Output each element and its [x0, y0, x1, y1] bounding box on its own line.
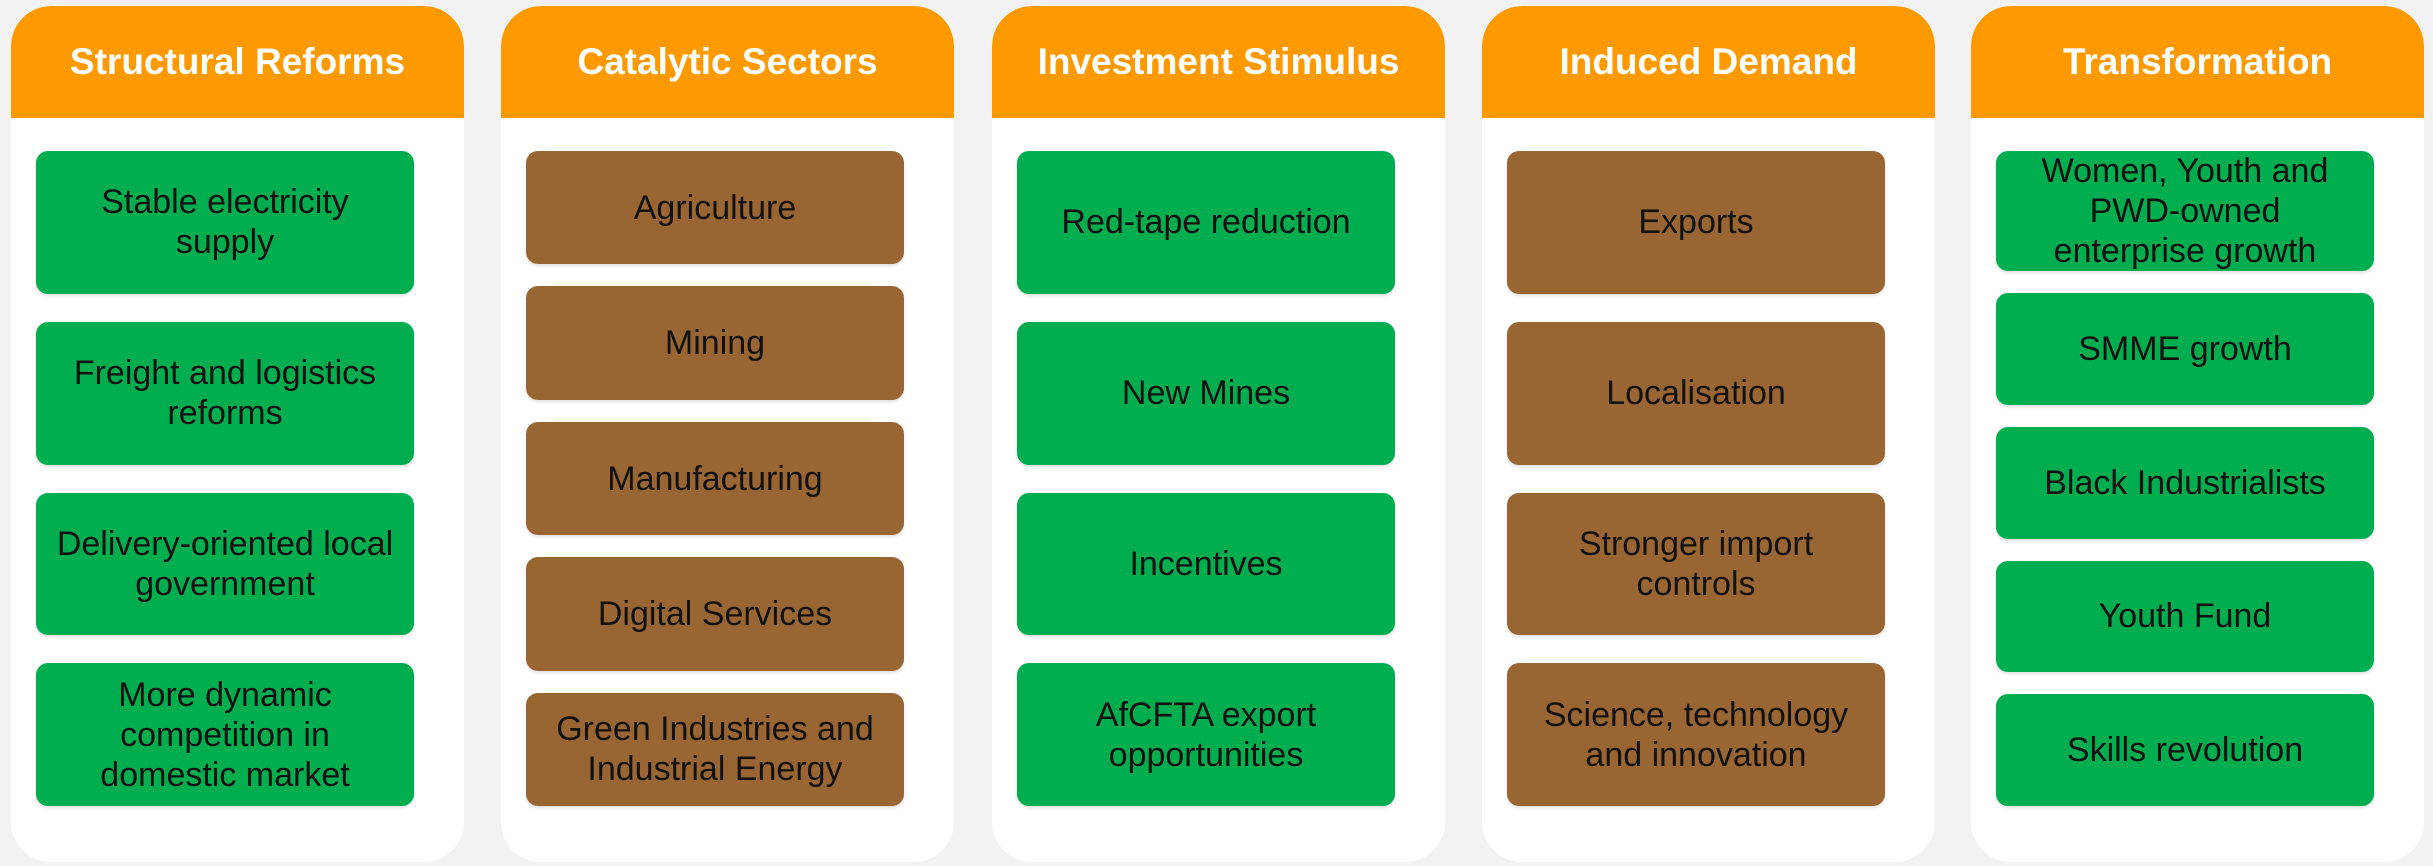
item-box: AfCFTA export opportunities	[1017, 663, 1395, 806]
column-body: Red-tape reduction New Mines Incentives AfC…	[992, 118, 1445, 862]
item-box: Localisation	[1507, 321, 1885, 465]
column: Catalytic Sectors Agriculture Mining Manufa…	[501, 6, 954, 862]
item-box: Incentives	[1017, 492, 1395, 636]
item-box: More dynamic competition in domestic mar…	[36, 663, 414, 806]
item-box: Red-tape reduction	[1017, 151, 1395, 294]
column-header: Investment Stimulus	[992, 6, 1445, 118]
item-box: Mining	[526, 286, 904, 400]
item-box: Women, Youth and PWD-owned enterprise gr…	[1996, 151, 2374, 271]
item-box: Stable electricity supply	[36, 151, 414, 294]
column-header: Transformation	[1971, 6, 2424, 118]
item-box: Black Industrialists	[1996, 426, 2374, 539]
column: Investment Stimulus Red-tape reduction New…	[992, 6, 1445, 862]
column-body: Agriculture Mining Manufacturing Digital Se…	[501, 118, 954, 862]
item-box: Science, technology and innovation	[1507, 663, 1885, 806]
column: Structural Reforms Stable electricity sup…	[11, 6, 464, 862]
column-header: Structural Reforms	[11, 6, 464, 118]
item-box: Youth Fund	[1996, 560, 2374, 673]
item-box: Freight and logistics reforms	[36, 321, 414, 465]
item-box: Manufacturing	[526, 421, 904, 536]
item-box: Green Industries and Industrial Energy	[526, 692, 904, 807]
item-box: New Mines	[1017, 321, 1395, 465]
column: Induced Demand Exports Localisation Stronge…	[1482, 6, 1935, 862]
item-box: Delivery-oriented local government	[36, 492, 414, 636]
item-box: SMME growth	[1996, 293, 2374, 405]
item-box: Agriculture	[526, 151, 904, 265]
column-body: Women, Youth and PWD-owned enterprise gr…	[1971, 118, 2424, 862]
column-header: Catalytic Sectors	[501, 6, 954, 118]
item-box: Digital Services	[526, 557, 904, 671]
item-box: Stronger import controls	[1507, 492, 1885, 636]
column-body: Exports Localisation Stronger import contr…	[1482, 118, 1935, 862]
item-box: Skills revolution	[1996, 694, 2374, 806]
column: Transformation Women, Youth and PWD-owned…	[1971, 6, 2424, 862]
item-box: Exports	[1507, 151, 1885, 294]
column-body: Stable electricity supply Freight and log…	[11, 118, 464, 862]
column-header: Induced Demand	[1482, 6, 1935, 118]
